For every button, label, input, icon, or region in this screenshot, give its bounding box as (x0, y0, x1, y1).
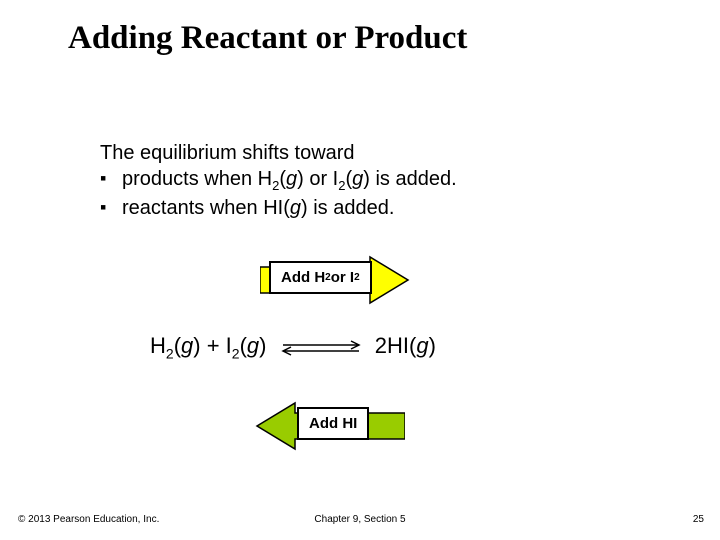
add-product-box: Add HI (297, 407, 369, 440)
body-text: The equilibrium shifts toward products w… (100, 140, 457, 222)
add-reactant-box: Add H2 or I2 (269, 261, 372, 294)
page-number: 25 (693, 514, 704, 525)
bullet-list: products when H2(g) or I2(g) is added. r… (100, 166, 457, 222)
slide: Adding Reactant or Product The equilibri… (0, 0, 720, 540)
intro-line: The equilibrium shifts toward (100, 140, 457, 166)
bullet-1: products when H2(g) or I2(g) is added. (100, 166, 457, 195)
slide-title: Adding Reactant or Product (68, 20, 467, 57)
bullet-2: reactants when HI(g) is added. (100, 195, 457, 222)
equilibrium-arrow-icon (279, 339, 363, 357)
equilibrium-diagram: Add H2 or I2 H2(g) + I2(g) 2HI(g) Add HI (0, 250, 720, 480)
footer: © 2013 Pearson Education, Inc. Chapter 9… (0, 514, 720, 528)
chapter-text: Chapter 9, Section 5 (0, 514, 720, 525)
equation: H2(g) + I2(g) 2HI(g) (150, 333, 436, 361)
